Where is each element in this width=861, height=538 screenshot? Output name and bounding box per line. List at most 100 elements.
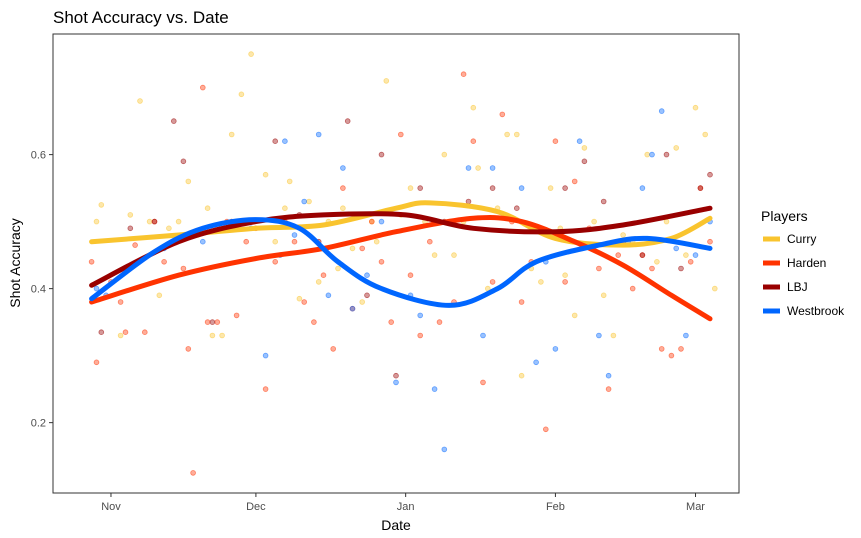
westbrook-point-16 [393, 379, 399, 386]
harden-point-41 [480, 379, 486, 386]
harden-point-31 [378, 258, 385, 265]
y-axis-title: Shot Accuracy [7, 218, 23, 308]
westbrook-point-19 [431, 386, 438, 392]
legend: Players Curry Harden LBJ Westbrook [761, 208, 845, 318]
curry-point-2 [117, 332, 124, 339]
harden-point-27 [340, 185, 346, 191]
westbrook-point-29 [596, 332, 602, 339]
westbrook-point-32 [639, 185, 646, 191]
westbrook-point-22 [480, 332, 486, 339]
harden-point-29 [359, 245, 366, 252]
harden-point-50 [571, 178, 578, 185]
harden-point-34 [407, 272, 414, 279]
harden-point-14 [214, 319, 221, 325]
harden-point-17 [243, 238, 250, 245]
x-tick-label-nov: Nov [101, 501, 121, 513]
harden-point-39 [460, 71, 467, 77]
curry-point-48 [547, 185, 554, 191]
harden-point-59 [668, 352, 675, 359]
harden-point-13 [204, 319, 211, 325]
harden-point-54 [615, 252, 621, 258]
harden-point-22 [291, 238, 298, 245]
curry-point-17 [262, 171, 269, 178]
curry-point-62 [683, 252, 689, 258]
harden-point-48 [552, 138, 559, 145]
westbrook-point-0 [93, 285, 100, 292]
westbrook-point-27 [552, 346, 559, 352]
lbj-point-24 [639, 252, 646, 258]
curry-point-25 [335, 265, 341, 272]
x-tick-label-dec: Dec [246, 501, 266, 513]
westbrook-point-35 [673, 245, 679, 252]
harden-point-8 [161, 258, 167, 265]
harden-point-57 [649, 265, 655, 272]
lbj-smooth-line [89, 205, 713, 288]
curry-point-56 [620, 232, 626, 238]
curry-point-18 [272, 238, 279, 245]
westbrook-point-23 [489, 165, 496, 171]
curry-point-58 [644, 151, 650, 158]
curry-point-31 [383, 78, 390, 84]
y-axis: 0.2 0.4 0.6 [31, 150, 53, 430]
curry-point-0 [93, 218, 100, 225]
curry-point-9 [185, 178, 192, 185]
harden-point-20 [272, 258, 279, 265]
lbj-point-21 [581, 158, 588, 165]
curry-point-55 [610, 332, 617, 339]
curry-point-40 [475, 165, 481, 171]
harden-point-23 [301, 299, 308, 305]
harden-point-35 [417, 332, 424, 339]
y-tick-label-0: 0.2 [31, 418, 46, 430]
harden-point-9 [180, 265, 187, 272]
curry-point-45 [518, 372, 525, 379]
curry-point-64 [702, 131, 708, 138]
lbj-point-11 [364, 292, 370, 299]
legend-items: Curry Harden LBJ Westbrook [763, 232, 845, 318]
westbrook-point-24 [518, 185, 525, 191]
curry-point-1 [98, 202, 105, 208]
westbrook-point-20 [441, 446, 448, 453]
curry-point-23 [315, 279, 322, 285]
legend-label-harden: Harden [787, 256, 826, 270]
curry-point-20 [286, 178, 293, 185]
westbrook-point-33 [649, 151, 655, 158]
harden-point-52 [596, 265, 602, 272]
westbrook-point-28 [576, 138, 583, 145]
curry-point-44 [513, 131, 520, 138]
westbrook-point-25 [533, 359, 539, 366]
curry-point-14 [228, 131, 235, 138]
x-tick-label-jan: Jan [397, 501, 415, 513]
lbj-point-2 [151, 218, 158, 225]
curry-point-54 [600, 292, 607, 299]
lbj-point-22 [600, 198, 607, 205]
curry-point-16 [248, 51, 254, 57]
harden-point-60 [678, 346, 684, 352]
westbrook-point-8 [291, 232, 298, 238]
harden-point-58 [658, 346, 665, 352]
harden-smooth-line [89, 215, 713, 322]
lbj-point-25 [663, 151, 670, 158]
curry-point-30 [373, 238, 380, 245]
harden-point-19 [262, 386, 269, 392]
curry-point-53 [591, 218, 597, 225]
harden-point-61 [687, 258, 694, 265]
curry-point-36 [441, 151, 448, 158]
harden-point-16 [233, 312, 240, 319]
plot-panel [52, 33, 740, 494]
harden-point-4 [122, 329, 129, 336]
harden-point-24 [311, 319, 317, 325]
westbrook-point-21 [465, 165, 472, 171]
curry-point-4 [137, 98, 143, 104]
lbj-point-4 [180, 158, 187, 165]
harden-point-5 [132, 242, 138, 248]
harden-point-53 [605, 386, 612, 392]
westbrook-point-12 [340, 165, 346, 171]
lbj-point-10 [344, 118, 351, 124]
westbrook-point-3 [200, 238, 206, 245]
harden-point-42 [489, 279, 496, 285]
harden-point-26 [330, 346, 337, 352]
harden-point-11 [190, 470, 196, 476]
smooth-lines-layer [89, 200, 713, 322]
lbj-point-14 [417, 185, 424, 191]
